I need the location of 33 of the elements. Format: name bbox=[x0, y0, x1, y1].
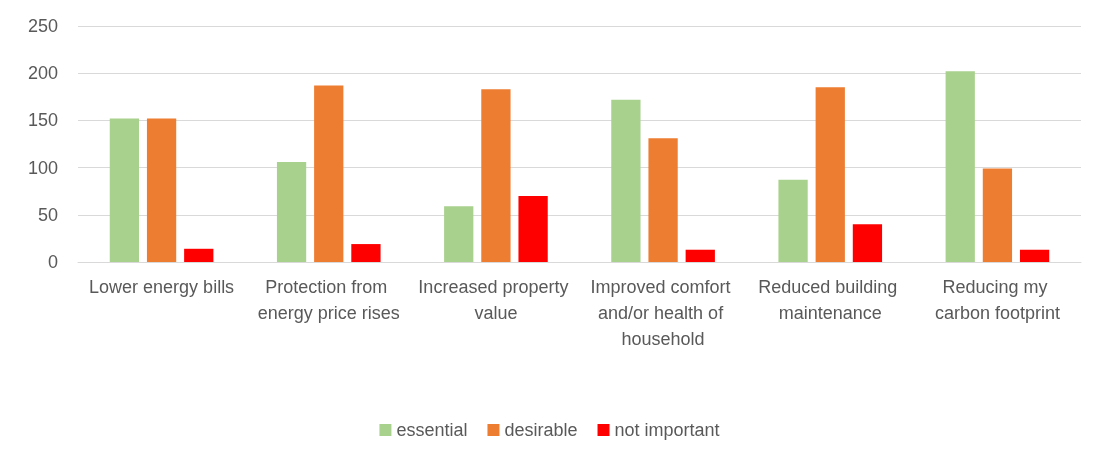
x-tick-label: Lower energy bills bbox=[89, 277, 235, 297]
y-tick-label: 250 bbox=[27, 16, 58, 36]
bar bbox=[852, 224, 883, 262]
legend-label: essential bbox=[396, 420, 468, 440]
bar bbox=[444, 206, 474, 262]
bar bbox=[815, 87, 845, 262]
bar bbox=[685, 249, 715, 262]
bar bbox=[778, 179, 808, 262]
y-tick-label: 50 bbox=[37, 204, 58, 225]
legend-label: desirable bbox=[504, 420, 578, 440]
bar bbox=[109, 118, 140, 262]
bar bbox=[945, 71, 975, 262]
bar bbox=[611, 99, 641, 262]
bar bbox=[518, 195, 548, 262]
bar bbox=[184, 248, 214, 262]
x-tick-label: Increased property value bbox=[418, 277, 574, 323]
legend-label: not important bbox=[614, 420, 720, 440]
bar bbox=[982, 168, 1013, 262]
y-tick-label: 200 bbox=[27, 63, 58, 84]
bar bbox=[314, 85, 344, 262]
y-tick-label: 0 bbox=[47, 252, 58, 272]
bar bbox=[146, 118, 177, 262]
y-tick-label: 100 bbox=[27, 157, 58, 178]
x-tick-label: Protection from energy price rises bbox=[257, 277, 400, 323]
y-tick-label: 150 bbox=[27, 110, 58, 131]
x-tick-label: Reducing my carbon footprint bbox=[934, 277, 1060, 323]
bar bbox=[276, 161, 307, 262]
bar bbox=[351, 244, 381, 262]
bar bbox=[481, 89, 511, 262]
x-tick-label: Reduced building maintenance bbox=[758, 277, 903, 323]
bar bbox=[1019, 249, 1050, 262]
bar bbox=[648, 138, 678, 262]
x-tick-label: Improved comfort and/or health of household bbox=[590, 277, 736, 349]
